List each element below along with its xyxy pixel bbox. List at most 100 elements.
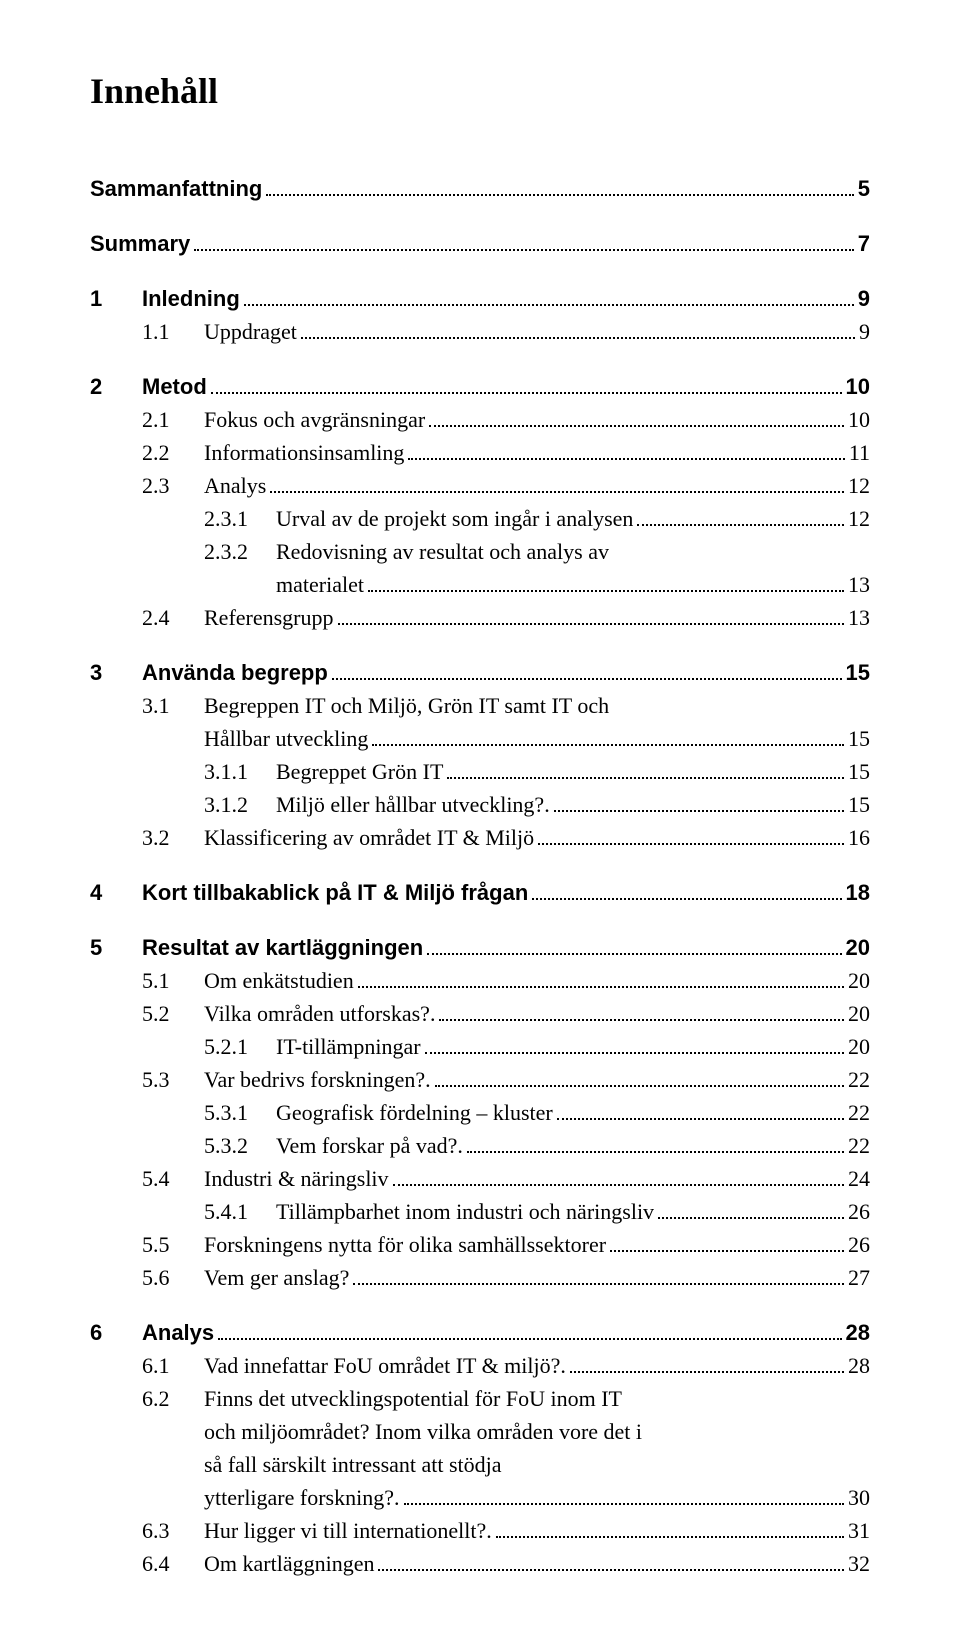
toc-entry-number-spacer bbox=[142, 1481, 204, 1514]
toc-entry-text: Informationsinsamling bbox=[204, 440, 404, 465]
toc-leader-dots bbox=[447, 759, 844, 779]
toc-entry-label: 1.1Uppdraget bbox=[142, 315, 297, 348]
toc-entry-label: 5.4Industri & näringsliv bbox=[142, 1162, 389, 1195]
toc-entry-page: 15 bbox=[846, 656, 870, 689]
toc-entry: 5.1Om enkätstudien20 bbox=[90, 964, 870, 997]
toc-entry-text: Analys bbox=[142, 1320, 214, 1345]
toc-entry-page: 12 bbox=[848, 469, 870, 502]
toc-entry: 5.3Var bedrivs forskningen?. 22 bbox=[90, 1063, 870, 1096]
toc-entry: 5.3.2Vem forskar på vad?.22 bbox=[90, 1129, 870, 1162]
toc-entry-text: Vem forskar på vad?. bbox=[276, 1133, 463, 1158]
toc-entry: 6.1Vad innefattar FoU området IT & miljö… bbox=[90, 1349, 870, 1382]
toc-entry-label: 6.4Om kartläggningen bbox=[142, 1547, 374, 1580]
toc-leader-dots bbox=[211, 374, 842, 394]
toc-entry: 6.2Finns det utvecklingspotential för Fo… bbox=[90, 1382, 870, 1514]
toc-entry-number: 3.2 bbox=[142, 821, 204, 854]
toc-entry-page: 27 bbox=[848, 1261, 870, 1294]
toc-entry-page: 20 bbox=[848, 1030, 870, 1063]
toc-entry-label: 2.3.2Redovisning av resultat och analys … bbox=[204, 535, 609, 568]
toc-entry-page: 9 bbox=[859, 315, 870, 348]
toc-entry: 6.3Hur ligger vi till internationellt?.3… bbox=[90, 1514, 870, 1547]
toc-entry-label: 5.3Var bedrivs forskningen?. bbox=[142, 1063, 431, 1096]
toc-entry-page: 13 bbox=[848, 601, 870, 634]
toc-entry-number: 3.1.2 bbox=[204, 788, 276, 821]
toc-entry-page: 16 bbox=[848, 821, 870, 854]
toc-entry-text: Forskningens nytta för olika samhällssek… bbox=[204, 1232, 606, 1257]
toc-entry-label: så fall särskilt intressant att stödja bbox=[142, 1448, 502, 1481]
toc-entry-page: 15 bbox=[848, 722, 870, 755]
toc-entry-page: 32 bbox=[848, 1547, 870, 1580]
toc-entry-page: 22 bbox=[848, 1063, 870, 1096]
toc-entry: 5.6Vem ger anslag? 27 bbox=[90, 1261, 870, 1294]
toc-entry-text: Uppdraget bbox=[204, 319, 297, 344]
toc-entry-page: 28 bbox=[848, 1349, 870, 1382]
toc-entry: 2.4Referensgrupp13 bbox=[90, 601, 870, 634]
toc-leader-dots bbox=[658, 1199, 844, 1219]
toc-entry-page: 26 bbox=[848, 1195, 870, 1228]
toc-entry-number: 6.1 bbox=[142, 1349, 204, 1382]
toc-entry-line: materialet13 bbox=[204, 568, 870, 601]
toc-entry-number: 3.1.1 bbox=[204, 755, 276, 788]
toc-entry-label: 2Metod bbox=[90, 370, 207, 403]
toc-entry-text-fragment: Redovisning av resultat och analys av bbox=[276, 539, 609, 564]
toc-entry-text: Vem ger anslag? bbox=[204, 1265, 349, 1290]
toc-entry-number: 5.5 bbox=[142, 1228, 204, 1261]
toc-entry-number: 5.1 bbox=[142, 964, 204, 997]
toc-entry: 5Resultat av kartläggningen20 bbox=[90, 931, 870, 964]
toc-leader-dots bbox=[393, 1166, 844, 1186]
toc-entry-text: Sammanfattning bbox=[90, 176, 262, 201]
toc-entry-label: Hållbar utveckling bbox=[142, 722, 368, 755]
toc-entry-text: Använda begrepp bbox=[142, 660, 328, 685]
toc-entry: 3.1Begreppen IT och Miljö, Grön IT samt … bbox=[90, 689, 870, 755]
toc-entry-number: 2.3.1 bbox=[204, 502, 276, 535]
toc-entry-text-fragment: så fall särskilt intressant att stödja bbox=[204, 1452, 502, 1477]
toc-entry-text-fragment: ytterligare forskning?. bbox=[204, 1485, 400, 1510]
toc-entry-text: Miljö eller hållbar utveckling?. bbox=[276, 792, 550, 817]
toc-entry-page: 31 bbox=[848, 1514, 870, 1547]
toc-leader-dots bbox=[439, 1001, 844, 1021]
toc-entry-line: 3.1Begreppen IT och Miljö, Grön IT samt … bbox=[142, 689, 870, 722]
toc-entry-number: 3 bbox=[90, 656, 142, 689]
toc-entry-label: 2.2Informationsinsamling bbox=[142, 436, 404, 469]
toc-entry-page: 26 bbox=[848, 1228, 870, 1261]
toc-entry: 2.3.2Redovisning av resultat och analys … bbox=[90, 535, 870, 601]
toc-entry-number: 2.4 bbox=[142, 601, 204, 634]
toc-entry-number: 6.3 bbox=[142, 1514, 204, 1547]
toc-entry-label: ytterligare forskning?. bbox=[142, 1481, 400, 1514]
toc-leader-dots bbox=[467, 1133, 844, 1153]
toc-entry-line: 2.3.2Redovisning av resultat och analys … bbox=[204, 535, 870, 568]
toc-entry-line: 6.2Finns det utvecklingspotential för Fo… bbox=[142, 1382, 870, 1415]
toc-entry-number: 5.3.1 bbox=[204, 1096, 276, 1129]
toc-leader-dots bbox=[408, 440, 844, 460]
toc-entry-label: 5.6Vem ger anslag? bbox=[142, 1261, 349, 1294]
toc-entry: 2Metod10 bbox=[90, 370, 870, 403]
toc-entry: 3.2Klassificering av området IT & Miljö 1… bbox=[90, 821, 870, 854]
toc-entry-label: 3.2Klassificering av området IT & Miljö bbox=[142, 821, 534, 854]
toc-entry-text: Klassificering av området IT & Miljö bbox=[204, 825, 534, 850]
toc-entry-number: 6.4 bbox=[142, 1547, 204, 1580]
toc-leader-dots bbox=[218, 1320, 841, 1340]
toc-entry: 5.4.1Tillämpbarhet inom industri och när… bbox=[90, 1195, 870, 1228]
toc-entry: Summary7 bbox=[90, 227, 870, 260]
toc-entry-label: 4Kort tillbakablick på IT & Miljö frågan bbox=[90, 876, 528, 909]
toc-entry-label: 2.3Analys bbox=[142, 469, 266, 502]
toc-leader-dots bbox=[372, 726, 844, 746]
toc-entry-label: 5.4.1Tillämpbarhet inom industri och när… bbox=[204, 1195, 654, 1228]
toc-entry-page: 20 bbox=[848, 997, 870, 1030]
toc-entry: 2.3Analys 12 bbox=[90, 469, 870, 502]
toc-entry-page: 15 bbox=[848, 788, 870, 821]
toc-leader-dots bbox=[358, 968, 844, 988]
toc-leader-dots bbox=[270, 473, 844, 493]
toc-entry: 2.3.1Urval av de projekt som ingår i ana… bbox=[90, 502, 870, 535]
toc-entry-number: 2.3.2 bbox=[204, 535, 276, 568]
toc-entry: 2.1Fokus och avgränsningar10 bbox=[90, 403, 870, 436]
toc-entry: 3.1.1Begreppet Grön IT15 bbox=[90, 755, 870, 788]
toc-entry-number: 5.4 bbox=[142, 1162, 204, 1195]
toc-leader-dots bbox=[557, 1100, 844, 1120]
toc-entry: 3Använda begrepp 15 bbox=[90, 656, 870, 689]
toc-entry-label: Sammanfattning bbox=[90, 172, 262, 205]
toc-leader-dots bbox=[427, 935, 841, 955]
toc-entry: 5.4Industri & näringsliv24 bbox=[90, 1162, 870, 1195]
toc-entry-page: 22 bbox=[848, 1096, 870, 1129]
toc-leader-dots bbox=[338, 605, 844, 625]
